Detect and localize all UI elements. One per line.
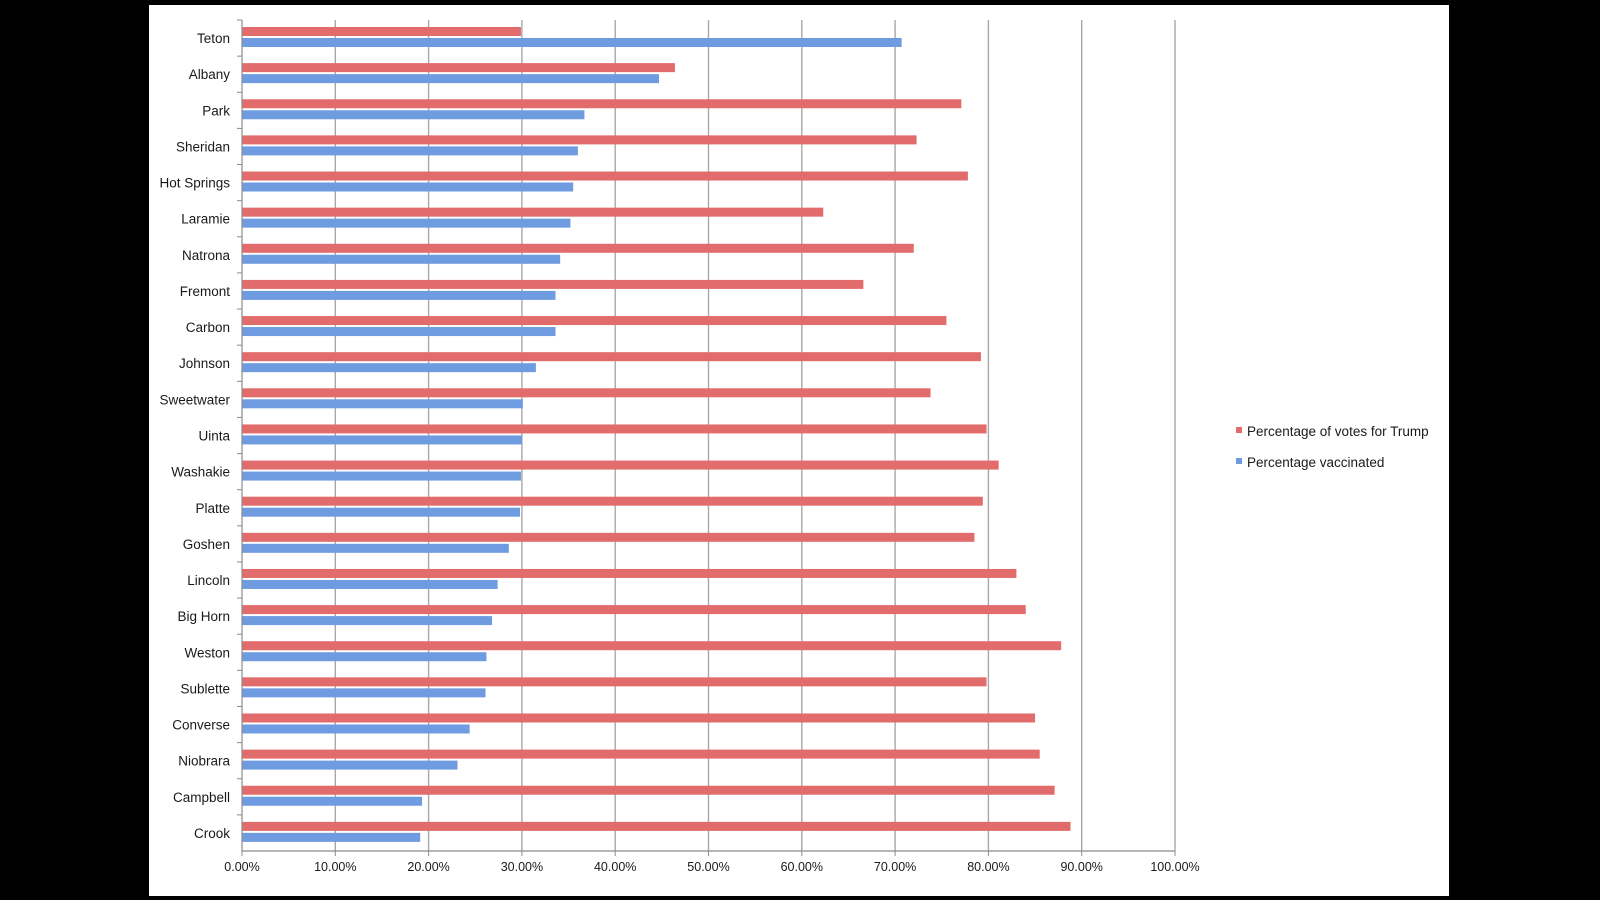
category-label: Park [202, 103, 230, 118]
legend-label: Percentage vaccinated [1247, 455, 1384, 470]
bar-trump-lincoln [242, 568, 1017, 578]
category-label: Washakie [171, 465, 230, 480]
bar-vaccinated-crook [242, 832, 421, 842]
bar-trump-carbon [242, 316, 947, 326]
category-label: Fremont [180, 284, 231, 299]
bar-trump-platte [242, 496, 983, 506]
bar-trump-sheridan [242, 135, 917, 145]
category-label: Carbon [186, 320, 230, 335]
category-label: Albany [189, 67, 231, 82]
x-tick-label: 80.00% [967, 860, 1009, 874]
x-tick-label: 70.00% [874, 860, 916, 874]
bar-trump-washakie [242, 460, 999, 470]
category-label: Natrona [182, 248, 231, 263]
category-label: Uinta [198, 429, 230, 444]
category-label: Converse [172, 718, 230, 733]
bar-vaccinated-hot-springs [242, 182, 574, 192]
x-tick-label: 100.00% [1150, 860, 1199, 874]
bar-vaccinated-converse [242, 724, 470, 734]
bar-vaccinated-lincoln [242, 579, 498, 589]
bar-trump-albany [242, 63, 675, 73]
category-label: Teton [197, 31, 230, 46]
bar-chart: 0.00% 10.00% 20.00% 30.00% 40.00% 50.00% 60.00… [159, 19, 1429, 874]
category-label: Niobrara [178, 754, 230, 769]
x-tick-label: 90.00% [1060, 860, 1102, 874]
gridlines [334, 20, 1176, 851]
bar-vaccinated-goshen [242, 543, 509, 553]
bar-trump-weston [242, 641, 1062, 651]
bar-vaccinated-weston [242, 652, 487, 662]
legend-swatch [1236, 427, 1242, 433]
bar-vaccinated-washakie [242, 471, 521, 481]
bar-trump-campbell [242, 785, 1055, 795]
category-label: Sweetwater [159, 392, 230, 407]
legend-swatch [1236, 458, 1242, 464]
x-tick-label: 50.00% [687, 860, 729, 874]
axes: 0.00% 10.00% 20.00% 30.00% 40.00% 50.00% 60.00… [159, 19, 1200, 874]
category-label: Sheridan [176, 139, 230, 154]
legend: Percentage of votes for Trump Percentage … [1236, 424, 1429, 470]
category-label: Platte [195, 501, 230, 516]
bar-trump-converse [242, 713, 1036, 723]
bar-vaccinated-campbell [242, 796, 423, 806]
bar-trump-laramie [242, 207, 824, 217]
category-label: Campbell [173, 790, 230, 805]
bar-vaccinated-niobrara [242, 760, 458, 770]
category-label: Hot Springs [159, 176, 230, 191]
bar-vaccinated-carbon [242, 327, 556, 337]
legend-label: Percentage of votes for Trump [1247, 424, 1429, 439]
bar-vaccinated-big-horn [242, 616, 493, 626]
x-tick-label: 60.00% [781, 860, 823, 874]
bar-trump-natrona [242, 243, 914, 253]
bar-trump-niobrara [242, 749, 1040, 759]
category-label: Weston [184, 645, 230, 660]
bar-vaccinated-natrona [242, 254, 561, 264]
category-label: Laramie [181, 212, 230, 227]
bar-trump-sublette [242, 677, 987, 687]
category-label: Crook [194, 826, 230, 841]
bar-vaccinated-sweetwater [242, 399, 523, 409]
bar-vaccinated-teton [242, 38, 902, 47]
bar-vaccinated-fremont [242, 290, 556, 300]
bar-trump-fremont [242, 279, 864, 289]
bar-trump-park [242, 99, 962, 109]
bar-vaccinated-platte [242, 507, 521, 517]
bar-trump-big-horn [242, 605, 1026, 615]
bar-vaccinated-sheridan [242, 146, 578, 156]
bar-trump-goshen [242, 532, 975, 542]
category-label: Johnson [179, 356, 230, 371]
bar-trump-uinta [242, 424, 987, 434]
x-tick-label: 40.00% [594, 860, 636, 874]
bar-vaccinated-albany [242, 74, 660, 84]
x-tick-label: 0.00% [224, 860, 259, 874]
bar-trump-teton [242, 27, 521, 36]
bar-vaccinated-laramie [242, 218, 571, 228]
x-tick-label: 30.00% [501, 860, 543, 874]
x-tick-label: 20.00% [407, 860, 449, 874]
bar-trump-johnson [242, 352, 981, 362]
bar-vaccinated-sublette [242, 688, 486, 698]
bars [242, 27, 1071, 842]
category-label: Lincoln [187, 573, 230, 588]
category-label: Sublette [180, 681, 230, 696]
bar-vaccinated-johnson [242, 363, 536, 373]
bar-trump-hot-springs [242, 171, 968, 181]
bar-vaccinated-park [242, 110, 585, 120]
chart-panel: 0.00% 10.00% 20.00% 30.00% 40.00% 50.00% 60.00… [149, 5, 1449, 896]
bar-vaccinated-uinta [242, 435, 522, 445]
category-label: Big Horn [177, 609, 230, 624]
category-label: Goshen [183, 537, 230, 552]
x-tick-label: 10.00% [314, 860, 356, 874]
bar-trump-crook [242, 821, 1071, 831]
bar-trump-sweetwater [242, 388, 931, 398]
